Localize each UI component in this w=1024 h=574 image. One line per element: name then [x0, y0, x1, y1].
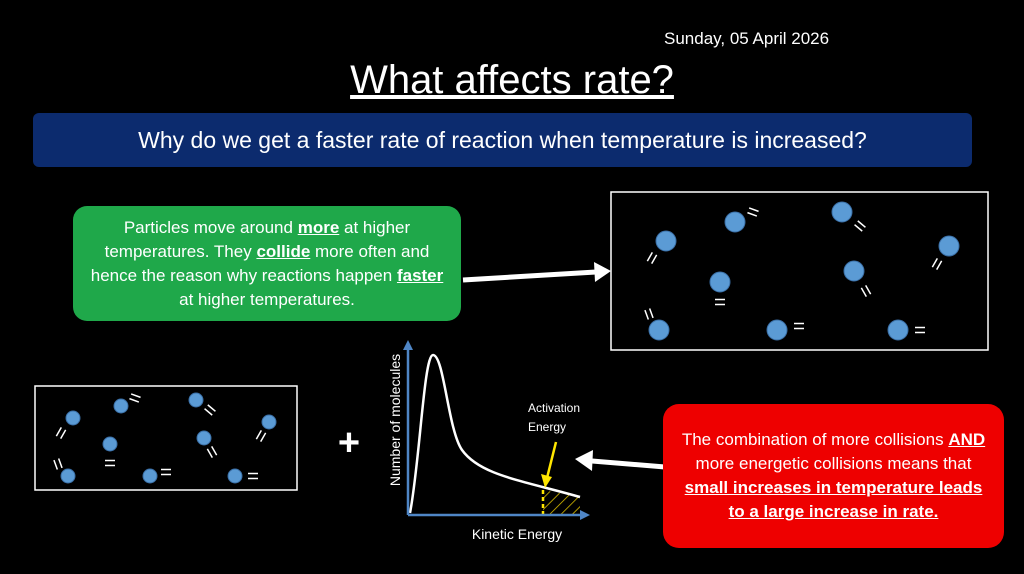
motion-line: [204, 408, 213, 416]
particle: [65, 410, 81, 426]
motion-lines: [129, 393, 141, 403]
motion-lines: [255, 430, 267, 442]
motion-line: [865, 285, 872, 295]
axis-arrow: [403, 340, 413, 350]
arrowhead: [575, 450, 593, 471]
emphasis-text: collide: [256, 241, 311, 261]
motion-lines: [931, 258, 943, 270]
particle-box-cold: [34, 385, 298, 491]
particle: [102, 436, 118, 452]
motion-line: [646, 252, 653, 262]
motion-lines: [206, 446, 218, 458]
particle: [709, 271, 731, 293]
particle: [142, 468, 158, 484]
annotation: Activation Energy: [528, 401, 581, 434]
x-axis-label: Kinetic Energy: [472, 526, 562, 542]
motion-line: [130, 393, 141, 399]
motion-lines: [55, 427, 67, 439]
text-run: at higher temperatures.: [179, 289, 355, 309]
motion-line: [651, 254, 658, 264]
title: What affects rate?: [350, 58, 674, 102]
motion-lines: [53, 458, 63, 470]
motion-lines: [646, 252, 658, 264]
text-run: more often and hence the reason why reac…: [90, 241, 430, 285]
motion-line: [854, 224, 863, 232]
motion-line: [747, 211, 758, 217]
particle: [887, 319, 909, 341]
motion-lines: [860, 285, 872, 297]
particle: [766, 319, 788, 341]
hatched-area: [543, 490, 580, 515]
text-run: at higher temperatures. They: [104, 217, 411, 261]
axis-arrow: [580, 510, 590, 520]
motion-line: [206, 448, 213, 458]
green-box: Particles move around more at higher tem…: [73, 206, 461, 321]
particle: [60, 468, 76, 484]
arrowhead: [594, 262, 611, 282]
particle: [938, 235, 960, 257]
particle: [113, 398, 129, 414]
motion-lines: [794, 322, 804, 330]
motion-lines: [715, 298, 725, 306]
particle: [196, 430, 212, 446]
green-text: Particles move around more at higher tem…: [87, 216, 447, 312]
arrowhead: [541, 474, 552, 488]
question-banner: Why do we get a faster rate of reaction …: [33, 113, 972, 167]
motion-line: [129, 397, 140, 403]
motion-line: [53, 459, 59, 470]
particle: [831, 201, 853, 223]
motion-lines: [915, 326, 925, 334]
particle: [227, 468, 243, 484]
emphasis-text: AND: [948, 430, 986, 449]
arrow: [545, 441, 558, 479]
motion-lines: [644, 308, 654, 320]
red-box: The combination of more collisions AND m…: [663, 404, 1004, 548]
motion-line: [857, 220, 866, 228]
emphasis-text: more: [297, 217, 340, 237]
particle: [843, 260, 865, 282]
motion-line: [60, 429, 67, 439]
motion-line: [211, 446, 218, 456]
question: Why do we get a faster rate of reaction …: [138, 126, 867, 153]
motion-lines: [105, 459, 115, 467]
motion-line: [936, 260, 943, 270]
plus-sign: +: [338, 422, 360, 464]
particle: [655, 230, 677, 252]
particle: [261, 414, 277, 430]
motion-lines: [854, 220, 866, 232]
motion-line: [931, 258, 938, 268]
y-axis-label: Number of molecules: [387, 354, 403, 486]
red-text: The combination of more collisions AND m…: [675, 428, 992, 524]
motion-lines: [161, 468, 171, 476]
motion-line: [260, 432, 267, 442]
motion-line: [57, 458, 63, 469]
motion-lines: [747, 207, 759, 217]
motion-line: [207, 404, 216, 412]
arrow: [591, 458, 666, 470]
particle: [724, 211, 746, 233]
motion-line: [255, 430, 262, 440]
text-run: Particles move around: [123, 217, 298, 237]
particle: [188, 392, 204, 408]
motion-line: [860, 287, 867, 297]
text-run: The combination of more collisions: [681, 430, 949, 449]
annotation-box: Activation Energy: [528, 401, 581, 434]
motion-line: [648, 308, 654, 319]
particle: [648, 319, 670, 341]
date: Sunday, 05 April 2026: [664, 29, 830, 48]
text-run: more energetic collisions means that: [695, 454, 972, 473]
emphasis-text: small increases in temperature leads to …: [684, 478, 983, 521]
motion-lines: [248, 472, 258, 480]
motion-line: [748, 207, 759, 213]
arrow: [462, 269, 597, 283]
distribution-curve: [408, 353, 581, 514]
emphasis-text: faster: [396, 265, 444, 285]
motion-line: [55, 427, 62, 437]
motion-lines: [204, 404, 216, 416]
motion-line: [644, 309, 650, 320]
